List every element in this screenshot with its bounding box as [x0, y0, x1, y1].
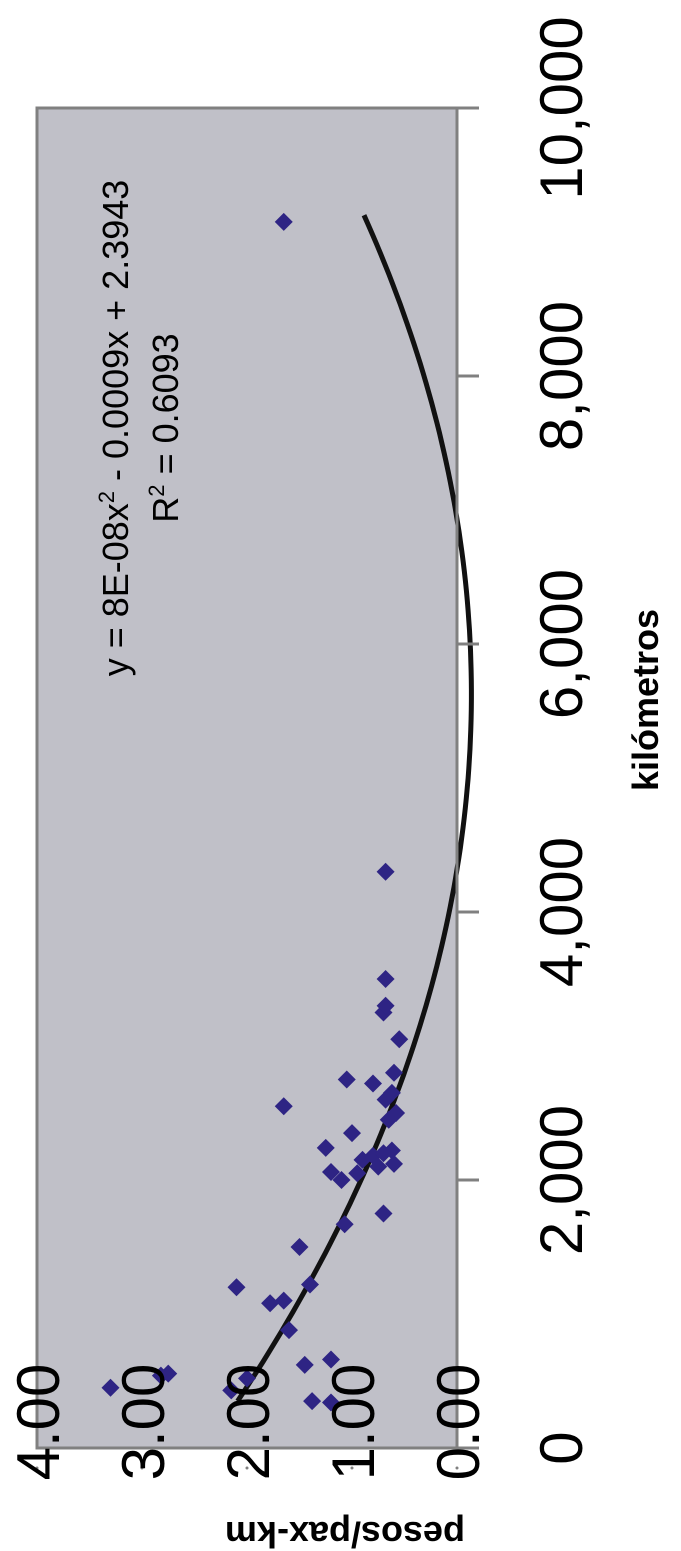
- data-point: [101, 1378, 120, 1397]
- data-point: [159, 1364, 178, 1383]
- data-point: [227, 1278, 246, 1297]
- data-point: [364, 1074, 382, 1093]
- x-axis: 0 2,000 4,000 6,000 8,000 10,000: [455, 16, 595, 1465]
- data-point: [295, 1355, 314, 1374]
- data-point: [301, 1275, 319, 1294]
- data-point: [280, 1321, 298, 1340]
- x-axis-title: kilómetros: [625, 609, 666, 791]
- data-point: [382, 1083, 401, 1102]
- x-tick-label: 2,000: [528, 1105, 595, 1255]
- y-tick-label: 3.00: [110, 1364, 177, 1481]
- data-point: [316, 1138, 335, 1157]
- plot-area: [35, 106, 459, 1450]
- y-tick-label: 1.00: [320, 1364, 387, 1481]
- data-point: [376, 862, 395, 881]
- data-point: [274, 212, 293, 231]
- x-tick-label: 10,000: [528, 16, 595, 200]
- data-point: [348, 1164, 367, 1183]
- data-point: [374, 1204, 393, 1223]
- data-point: [290, 1238, 309, 1256]
- data-point: [222, 1381, 241, 1400]
- data-point: [322, 1393, 340, 1412]
- data-point: [382, 1141, 401, 1160]
- y-axis-title: pesos/pax-km: [225, 1514, 465, 1551]
- y-tick-label: 0.00: [425, 1364, 492, 1481]
- data-point: [390, 1030, 409, 1049]
- x-tick-label: 6,000: [528, 569, 595, 719]
- data-point: [322, 1162, 340, 1181]
- x-tick-label: 8,000: [528, 301, 595, 451]
- y-tick-mark: [350, 1466, 354, 1470]
- data-point: [274, 1291, 293, 1310]
- data-point: [238, 1369, 256, 1388]
- data-point: [303, 1392, 322, 1411]
- trendline: [235, 214, 474, 1403]
- trendline-equation: y = 8E-08x2 - 0.0009x + 2.3943: [94, 180, 136, 677]
- y-tick-mark: [140, 1466, 144, 1470]
- y-tick-label: 4.00: [5, 1364, 72, 1481]
- data-point: [335, 1215, 354, 1234]
- data-point: [274, 1097, 293, 1116]
- data-point: [385, 1063, 403, 1082]
- y-tick-label: 2.00: [215, 1364, 282, 1481]
- data-point: [376, 970, 395, 988]
- trendline-group: [235, 214, 474, 1403]
- data-point: [332, 1171, 351, 1189]
- data-point: [376, 996, 395, 1015]
- trendline-r-squared: R2 = 0.6093: [144, 333, 186, 522]
- y-tick-mark: [35, 1466, 39, 1470]
- x-tick-label: 4,000: [528, 837, 595, 987]
- x-tick-label: 0: [528, 1431, 595, 1464]
- y-tick-mark: [245, 1466, 249, 1470]
- data-point: [322, 1350, 340, 1369]
- data-point: [387, 1104, 406, 1122]
- data-point: [337, 1070, 356, 1089]
- y-axis: 0.00 1.00 2.00 3.00 4.00: [5, 1364, 492, 1481]
- data-point: [261, 1294, 280, 1313]
- data-point: [385, 1154, 403, 1173]
- y-tick-mark: [455, 1466, 459, 1470]
- data-point: [343, 1124, 361, 1143]
- data-points: [101, 212, 409, 1412]
